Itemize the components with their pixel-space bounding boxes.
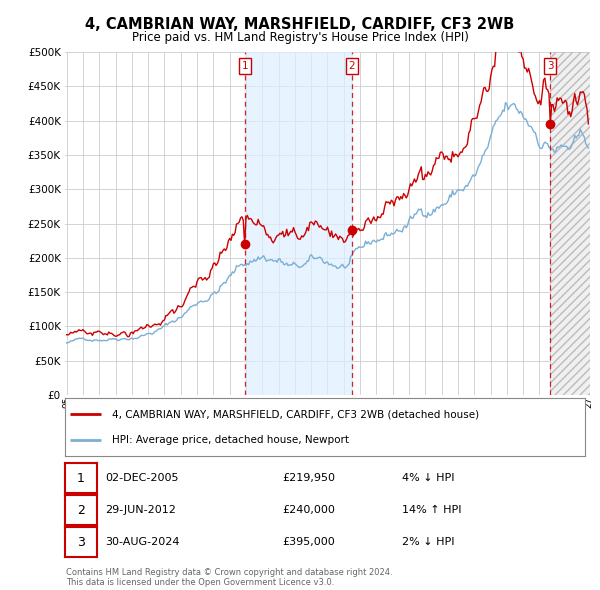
Text: 2% ↓ HPI: 2% ↓ HPI [402, 537, 455, 547]
Text: 2: 2 [77, 503, 85, 516]
Text: 1: 1 [241, 61, 248, 71]
Text: Price paid vs. HM Land Registry's House Price Index (HPI): Price paid vs. HM Land Registry's House … [131, 31, 469, 44]
Text: 30-AUG-2024: 30-AUG-2024 [105, 537, 179, 547]
Text: 02-DEC-2005: 02-DEC-2005 [105, 473, 179, 483]
Text: 29-JUN-2012: 29-JUN-2012 [105, 505, 176, 515]
Text: 14% ↑ HPI: 14% ↑ HPI [402, 505, 461, 515]
Bar [550, 52, 596, 395]
Text: £240,000: £240,000 [282, 505, 335, 515]
Text: 4, CAMBRIAN WAY, MARSHFIELD, CARDIFF, CF3 2WB (detached house): 4, CAMBRIAN WAY, MARSHFIELD, CARDIFF, CF… [112, 409, 479, 419]
Text: 3: 3 [77, 536, 85, 549]
Text: 2: 2 [349, 61, 355, 71]
Text: 4, CAMBRIAN WAY, MARSHFIELD, CARDIFF, CF3 2WB: 4, CAMBRIAN WAY, MARSHFIELD, CARDIFF, CF… [85, 17, 515, 31]
Text: £219,950: £219,950 [282, 473, 335, 483]
Bar [245, 52, 352, 395]
Text: 1: 1 [77, 471, 85, 484]
Text: £395,000: £395,000 [282, 537, 335, 547]
Bar [550, 52, 596, 395]
Text: 3: 3 [547, 61, 554, 71]
Text: Contains HM Land Registry data © Crown copyright and database right 2024.
This d: Contains HM Land Registry data © Crown c… [66, 568, 392, 587]
Text: HPI: Average price, detached house, Newport: HPI: Average price, detached house, Newp… [112, 435, 349, 445]
Text: 4% ↓ HPI: 4% ↓ HPI [402, 473, 455, 483]
